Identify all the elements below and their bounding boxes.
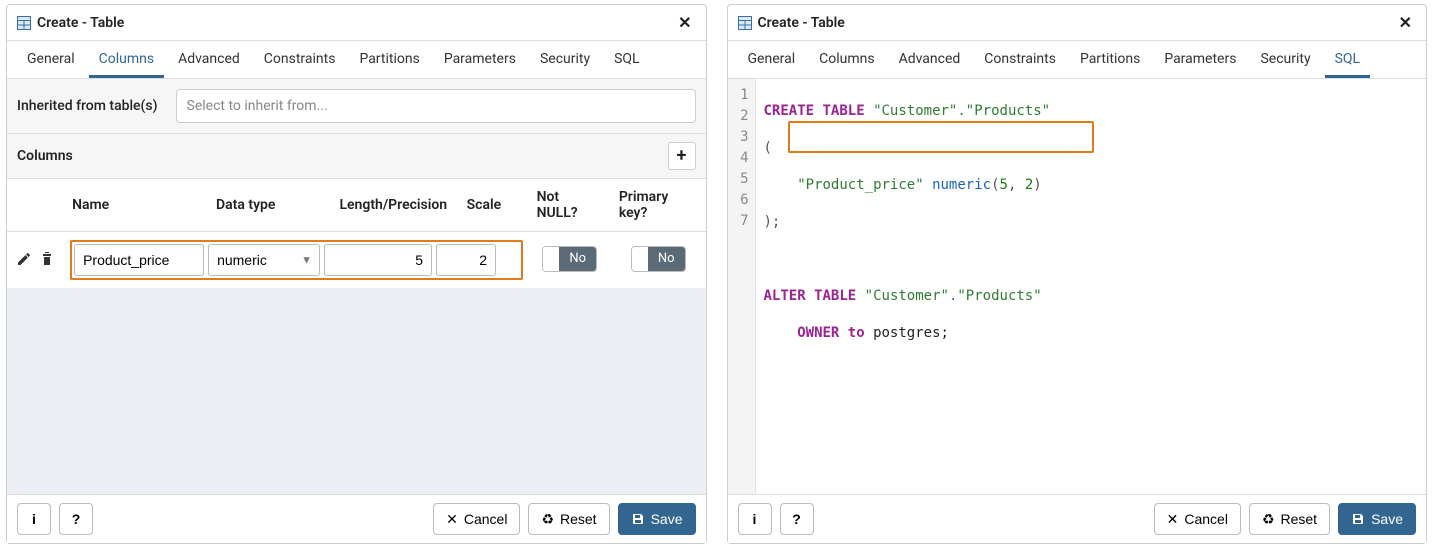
length-input[interactable] xyxy=(324,244,432,276)
tab-security[interactable]: Security xyxy=(1250,41,1320,78)
cancel-label: Cancel xyxy=(1184,511,1228,527)
columns-section-title: Columns xyxy=(17,148,668,164)
col-header-len: Length/Precision xyxy=(331,179,458,232)
tab-constraints[interactable]: Constraints xyxy=(974,41,1066,78)
columns-section-header: Columns + xyxy=(7,134,706,179)
tab-sql[interactable]: SQL xyxy=(604,41,649,78)
close-icon[interactable]: ✕ xyxy=(1395,11,1416,34)
cancel-button[interactable]: ✕ Cancel xyxy=(1154,503,1241,535)
col-header-scale: Scale xyxy=(459,179,529,232)
tab-partitions[interactable]: Partitions xyxy=(349,41,429,78)
notnull-label: No xyxy=(559,247,596,271)
save-icon xyxy=(1351,512,1365,526)
tab-columns[interactable]: Columns xyxy=(809,41,884,78)
tab-general[interactable]: General xyxy=(738,41,806,78)
inherit-placeholder: Select to inherit from... xyxy=(187,98,328,114)
save-icon xyxy=(631,512,645,526)
dialog-title: Create - Table xyxy=(758,15,845,31)
tab-sql[interactable]: SQL xyxy=(1325,41,1370,78)
tab-general[interactable]: General xyxy=(17,41,85,78)
tab-bar: General Columns Advanced Constraints Par… xyxy=(728,41,1427,79)
tab-security[interactable]: Security xyxy=(530,41,600,78)
tab-parameters[interactable]: Parameters xyxy=(434,41,526,78)
close-icon: ✕ xyxy=(1167,511,1179,528)
dialog-header: Create - Table ✕ xyxy=(728,5,1427,41)
pk-label: No xyxy=(648,247,685,271)
tab-advanced[interactable]: Advanced xyxy=(168,41,250,78)
reset-button[interactable]: ♻ Reset xyxy=(528,503,609,535)
tab-bar: General Columns Advanced Constraints Par… xyxy=(7,41,706,79)
save-label: Save xyxy=(1371,511,1403,527)
col-header-name: Name xyxy=(64,179,208,232)
footer-bar: i ? ✕ Cancel ♻ Reset Save xyxy=(728,494,1427,543)
recycle-icon: ♻ xyxy=(1262,511,1275,528)
table-row: ▼ No xyxy=(7,232,706,289)
col-header-dtype: Data type xyxy=(208,179,331,232)
sql-editor[interactable]: 1 2 3 4 5 6 7 CREATE TABLE "Customer"."P… xyxy=(728,79,1427,494)
dialog-title: Create - Table xyxy=(37,15,124,31)
reset-button[interactable]: ♻ Reset xyxy=(1249,503,1330,535)
pk-toggle[interactable]: No xyxy=(631,246,686,272)
inherit-section: Inherited from table(s) Select to inheri… xyxy=(7,79,706,134)
edit-row-icon[interactable] xyxy=(14,249,34,269)
name-input[interactable] xyxy=(74,244,204,276)
save-label: Save xyxy=(651,511,683,527)
reset-label: Reset xyxy=(1281,511,1318,527)
cancel-label: Cancel xyxy=(464,511,508,527)
footer-bar: i ? ✕ Cancel ♻ Reset Save xyxy=(7,494,706,543)
table-icon xyxy=(17,16,31,30)
empty-area xyxy=(7,288,706,494)
right-dialog: Create - Table ✕ General Columns Advance… xyxy=(727,4,1428,544)
inherit-label: Inherited from table(s) xyxy=(17,98,158,114)
tab-parameters[interactable]: Parameters xyxy=(1154,41,1246,78)
close-icon: ✕ xyxy=(446,511,458,528)
recycle-icon: ♻ xyxy=(541,511,554,528)
delete-row-icon[interactable] xyxy=(37,249,57,269)
add-column-button[interactable]: + xyxy=(668,142,696,170)
sql-code: CREATE TABLE "Customer"."Products" ( "Pr… xyxy=(756,79,1059,494)
inherit-select[interactable]: Select to inherit from... xyxy=(176,89,696,123)
reset-label: Reset xyxy=(560,511,597,527)
tab-partitions[interactable]: Partitions xyxy=(1070,41,1150,78)
scale-input[interactable] xyxy=(436,244,496,276)
help-button[interactable]: ? xyxy=(59,503,93,535)
info-button[interactable]: i xyxy=(17,503,51,535)
save-button[interactable]: Save xyxy=(618,503,696,535)
save-button[interactable]: Save xyxy=(1338,503,1416,535)
tab-advanced[interactable]: Advanced xyxy=(889,41,971,78)
table-icon xyxy=(738,16,752,30)
tab-constraints[interactable]: Constraints xyxy=(254,41,346,78)
tab-columns[interactable]: Columns xyxy=(89,41,164,78)
columns-table: Name Data type Length/Precision Scale No… xyxy=(7,179,706,288)
help-button[interactable]: ? xyxy=(780,503,814,535)
left-dialog: Create - Table ✕ General Columns Advance… xyxy=(6,4,707,544)
notnull-toggle[interactable]: No xyxy=(542,246,597,272)
dialog-header: Create - Table ✕ xyxy=(7,5,706,41)
info-button[interactable]: i xyxy=(738,503,772,535)
close-icon[interactable]: ✕ xyxy=(674,11,695,34)
col-header-pk: Primary key? xyxy=(611,179,706,232)
col-header-notnull: Not NULL? xyxy=(529,179,611,232)
cancel-button[interactable]: ✕ Cancel xyxy=(433,503,520,535)
line-gutter: 1 2 3 4 5 6 7 xyxy=(728,79,756,494)
dtype-select[interactable] xyxy=(208,244,320,276)
